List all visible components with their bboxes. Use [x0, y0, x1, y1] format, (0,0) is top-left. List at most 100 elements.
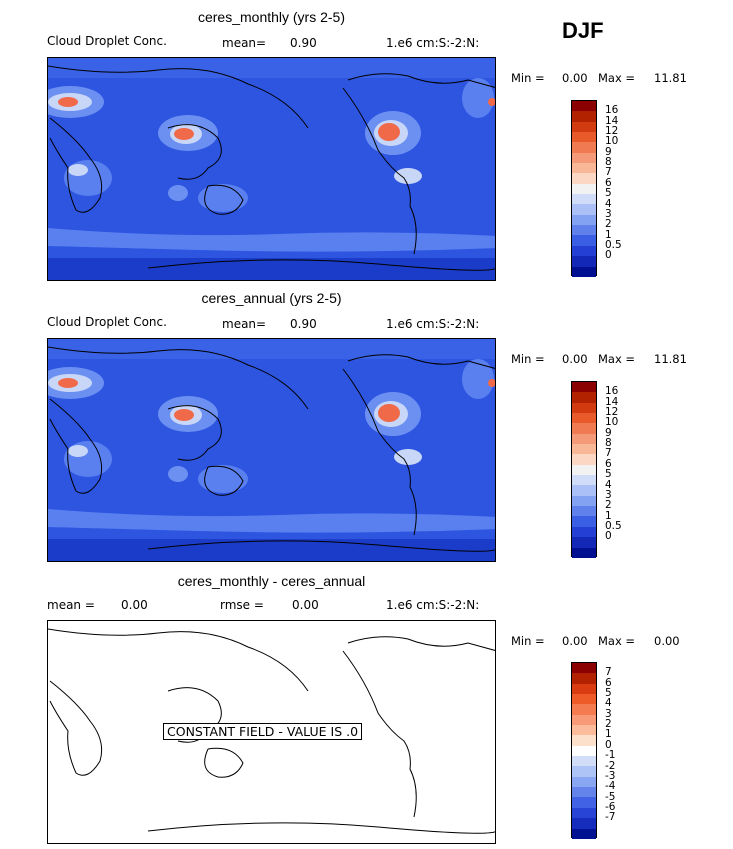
colorbar-segment [572, 183, 596, 195]
panel1-colorbar [571, 100, 597, 277]
colorbar-segment [572, 413, 596, 424]
panel1-map [47, 57, 496, 281]
colorbar-tick-label: 0 [605, 738, 612, 751]
colorbar-segment [572, 423, 596, 434]
colorbar-segment [572, 382, 596, 393]
colorbar-tick-label: 10 [605, 135, 619, 148]
panel3-rmse-value: 0.00 [292, 598, 319, 612]
colorbar-tick-label: 0.5 [605, 519, 622, 532]
panel2-max-label: Max = [598, 352, 636, 366]
colorbar-segment [572, 111, 596, 122]
colorbar-segment [572, 142, 596, 153]
colorbar-segment [572, 256, 596, 267]
colorbar-segment [572, 516, 596, 527]
colorbar-segment [572, 444, 596, 455]
colorbar-tick-label: 7 [605, 166, 612, 179]
colorbar-tick-label: 0 [605, 530, 612, 543]
colorbar-tick-label: 3 [605, 207, 612, 220]
colorbar-segment [572, 132, 596, 143]
panel3-rmse-label: rmse = [220, 598, 264, 612]
colorbar-segment [572, 485, 596, 496]
colorbar-tick-label: 12 [605, 406, 619, 419]
colorbar-tick-label: -5 [605, 790, 616, 803]
colorbar-segment [572, 204, 596, 215]
colorbar-tick-label: -6 [605, 800, 616, 813]
panel2-min-value: 0.00 [562, 352, 588, 366]
colorbar-tick-label: -3 [605, 769, 616, 782]
colorbar-segment [572, 735, 596, 746]
colorbar-segment [572, 818, 596, 829]
colorbar-segment [572, 454, 596, 465]
colorbar-tick-label: 6 [605, 176, 612, 189]
colorbar-segment [572, 663, 596, 674]
season-label: DJF [562, 18, 604, 43]
colorbar-tick-label: -1 [605, 749, 616, 762]
colorbar-tick-label: 4 [605, 197, 612, 210]
colorbar-segment [572, 526, 596, 538]
panel3-colorbar [571, 662, 597, 839]
panel1-variable: Cloud Droplet Conc. [47, 34, 167, 48]
colorbar-tick-label: 1 [605, 228, 612, 241]
colorbar-segment [572, 537, 596, 548]
colorbar-segment [572, 266, 596, 277]
colorbar-segment [572, 506, 596, 517]
colorbar-tick-label: 7 [605, 447, 612, 460]
colorbar-tick-label: 1 [605, 728, 612, 741]
panel2-units: 1.e6 cm:S:-2:N: [386, 317, 480, 331]
colorbar-segment [572, 745, 596, 757]
colorbar-segment [572, 495, 596, 507]
colorbar-tick-label: 1 [605, 509, 612, 522]
colorbar-segment [572, 464, 596, 476]
panel3-mean-value: 0.00 [121, 598, 148, 612]
panel3-min-value: 0.00 [562, 634, 588, 648]
panel1-title: ceres_monthly (yrs 2-5) [197, 9, 346, 25]
colorbar-tick-label: 0 [605, 249, 612, 262]
panel3-mean-label: mean = [47, 598, 95, 612]
colorbar-segment [572, 797, 596, 808]
colorbar-segment [572, 714, 596, 726]
colorbar-tick-label: 12 [605, 125, 619, 138]
colorbar-tick-label: -2 [605, 759, 616, 772]
colorbar-tick-label: 9 [605, 145, 612, 158]
panel1-max-value: 11.81 [654, 71, 687, 85]
colorbar-segment [572, 152, 596, 164]
colorbar-segment [572, 194, 596, 205]
colorbar-tick-label: 6 [605, 457, 612, 470]
constant-field-label: CONSTANT FIELD - VALUE IS .0 [163, 723, 363, 740]
colorbar-segment [572, 163, 596, 174]
colorbar-tick-label: 5 [605, 468, 612, 481]
colorbar-segment [572, 547, 596, 558]
panel1-max-label: Max = [598, 71, 636, 85]
colorbar-tick-label: 2 [605, 499, 612, 512]
panel2-max-value: 11.81 [654, 352, 687, 366]
colorbar-tick-label: 3 [605, 488, 612, 501]
colorbar-tick-label: 14 [605, 395, 619, 408]
colorbar-segment [572, 173, 596, 184]
panel1-mean-label: mean= [222, 36, 267, 50]
colorbar-segment [572, 673, 596, 684]
colorbar-tick-label: 4 [605, 697, 612, 710]
colorbar-tick-label: 5 [605, 187, 612, 200]
colorbar-segment [572, 235, 596, 246]
colorbar-segment [572, 402, 596, 414]
colorbar-tick-label: 10 [605, 416, 619, 429]
colorbar-tick-label: 0.5 [605, 238, 622, 251]
colorbar-segment [572, 828, 596, 839]
panel3-max-label: Max = [598, 634, 636, 648]
panel3-min-label: Min = [511, 634, 545, 648]
panel2-map [47, 338, 496, 562]
colorbar-tick-label: 8 [605, 437, 612, 450]
colorbar-segment [572, 694, 596, 705]
colorbar-tick-label: 6 [605, 676, 612, 689]
colorbar-segment [572, 475, 596, 486]
colorbar-tick-label: 2 [605, 718, 612, 731]
panel1-min-value: 0.00 [562, 71, 588, 85]
colorbar-segment [572, 787, 596, 798]
colorbar-segment [572, 101, 596, 112]
panel2-mean-value: 0.90 [290, 317, 317, 331]
colorbar-segment [572, 756, 596, 767]
colorbar-segment [572, 245, 596, 257]
colorbar-segment [572, 807, 596, 819]
panel2-title: ceres_annual (yrs 2-5) [201, 290, 342, 306]
colorbar-segment [572, 225, 596, 236]
